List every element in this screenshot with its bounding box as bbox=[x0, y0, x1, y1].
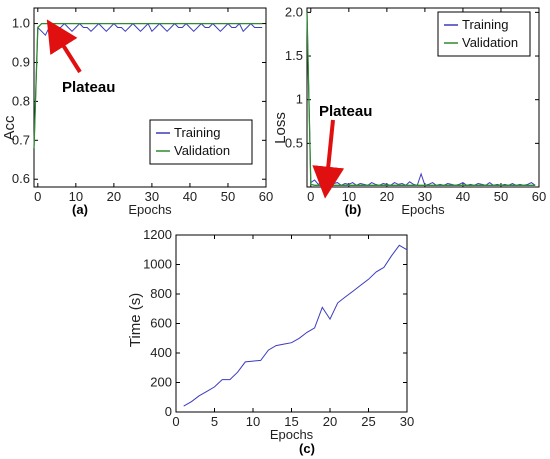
legend-entry: Validation bbox=[174, 143, 230, 158]
y-tick-label: 600 bbox=[150, 316, 172, 331]
series-line-time bbox=[183, 244, 408, 407]
annotation-label: Plateau bbox=[62, 79, 115, 96]
x-tick-label: 0 bbox=[34, 189, 41, 204]
y-tick-label: 1200 bbox=[143, 227, 172, 242]
legend-entry: Validation bbox=[462, 35, 518, 50]
x-axis-label: Epochs bbox=[128, 202, 172, 217]
y-tick-label: 0.6 bbox=[12, 171, 30, 186]
x-tick-label: 15 bbox=[284, 414, 298, 429]
x-tick-label: 30 bbox=[145, 189, 159, 204]
y-axis-label: Acc bbox=[1, 115, 18, 141]
x-tick-label: 0 bbox=[307, 189, 314, 204]
y-tick-label: 800 bbox=[150, 286, 172, 301]
panel-label: (b) bbox=[345, 202, 362, 217]
legend: Training Validation bbox=[437, 11, 531, 57]
y-tick-label: 0 bbox=[165, 404, 172, 419]
annotation-label: Plateau bbox=[319, 103, 372, 120]
x-tick-label: 50 bbox=[221, 189, 235, 204]
y-tick-label: 0.7 bbox=[12, 132, 30, 147]
series-line-validation bbox=[33, 22, 263, 149]
x-tick-label: 30 bbox=[418, 189, 432, 204]
x-axis-label: Epochs bbox=[401, 202, 445, 217]
annotation-arrow bbox=[312, 119, 345, 199]
chart-2: 0 10 20 30 40 50 60 0.5 1 1.5 2.0 Epochs Loss (b) Trai… bbox=[272, 4, 546, 217]
x-axis-label: Epochs bbox=[270, 427, 314, 442]
y-tick-label: 400 bbox=[150, 345, 172, 360]
chart-1: 0 10 20 30 40 50 60 0.6 0.7 0.8 0.9 1.0 Epochs Acc (a)… bbox=[1, 7, 273, 217]
y-tick-label: 0.8 bbox=[12, 93, 30, 108]
x-tick-label: 0 bbox=[172, 414, 179, 429]
legend-entry: Training bbox=[462, 17, 508, 32]
x-tick-label: 10 bbox=[69, 189, 83, 204]
legend-entry: Training bbox=[174, 125, 220, 140]
series-line-training bbox=[306, 12, 536, 187]
y-tick-label: 200 bbox=[150, 375, 172, 390]
legend-box bbox=[149, 119, 253, 165]
y-tick-label: 1000 bbox=[143, 257, 172, 272]
panel-label: (a) bbox=[72, 202, 88, 217]
plot-frame bbox=[33, 7, 267, 188]
x-tick-label: 50 bbox=[494, 189, 508, 204]
y-tick-label: 2.0 bbox=[285, 4, 303, 19]
x-tick-label: 60 bbox=[532, 189, 546, 204]
x-tick-label: 10 bbox=[246, 414, 260, 429]
x-tick-label: 5 bbox=[211, 414, 218, 429]
chart-3: 0 5 10 15 20 25 30 0 200 400 600 800 1000 1200 Epochs T… bbox=[127, 227, 414, 456]
panel-label: (c) bbox=[299, 441, 315, 456]
y-tick-label: 0.5 bbox=[285, 135, 303, 150]
y-tick-label: 0.9 bbox=[12, 54, 30, 69]
x-tick-label: 20 bbox=[323, 414, 337, 429]
legend-box bbox=[437, 11, 531, 57]
x-tick-label: 20 bbox=[107, 189, 121, 204]
x-tick-label: 30 bbox=[400, 414, 414, 429]
y-axis-label: Loss bbox=[272, 112, 289, 144]
annotation-arrow bbox=[46, 19, 82, 74]
x-tick-label: 40 bbox=[183, 189, 197, 204]
plot-frame bbox=[306, 7, 540, 188]
x-tick-label: 20 bbox=[380, 189, 394, 204]
y-tick-label: 1.0 bbox=[12, 16, 30, 31]
y-tick-label: 1.5 bbox=[285, 48, 303, 63]
x-tick-label: 40 bbox=[456, 189, 470, 204]
x-tick-label: 25 bbox=[361, 414, 375, 429]
plot-frame bbox=[175, 234, 408, 413]
y-axis-label: Time (s) bbox=[127, 293, 144, 347]
x-tick-label: 10 bbox=[342, 189, 356, 204]
y-tick-label: 1 bbox=[296, 92, 303, 107]
x-tick-label: 60 bbox=[259, 189, 273, 204]
legend: Training Validation bbox=[149, 119, 253, 165]
